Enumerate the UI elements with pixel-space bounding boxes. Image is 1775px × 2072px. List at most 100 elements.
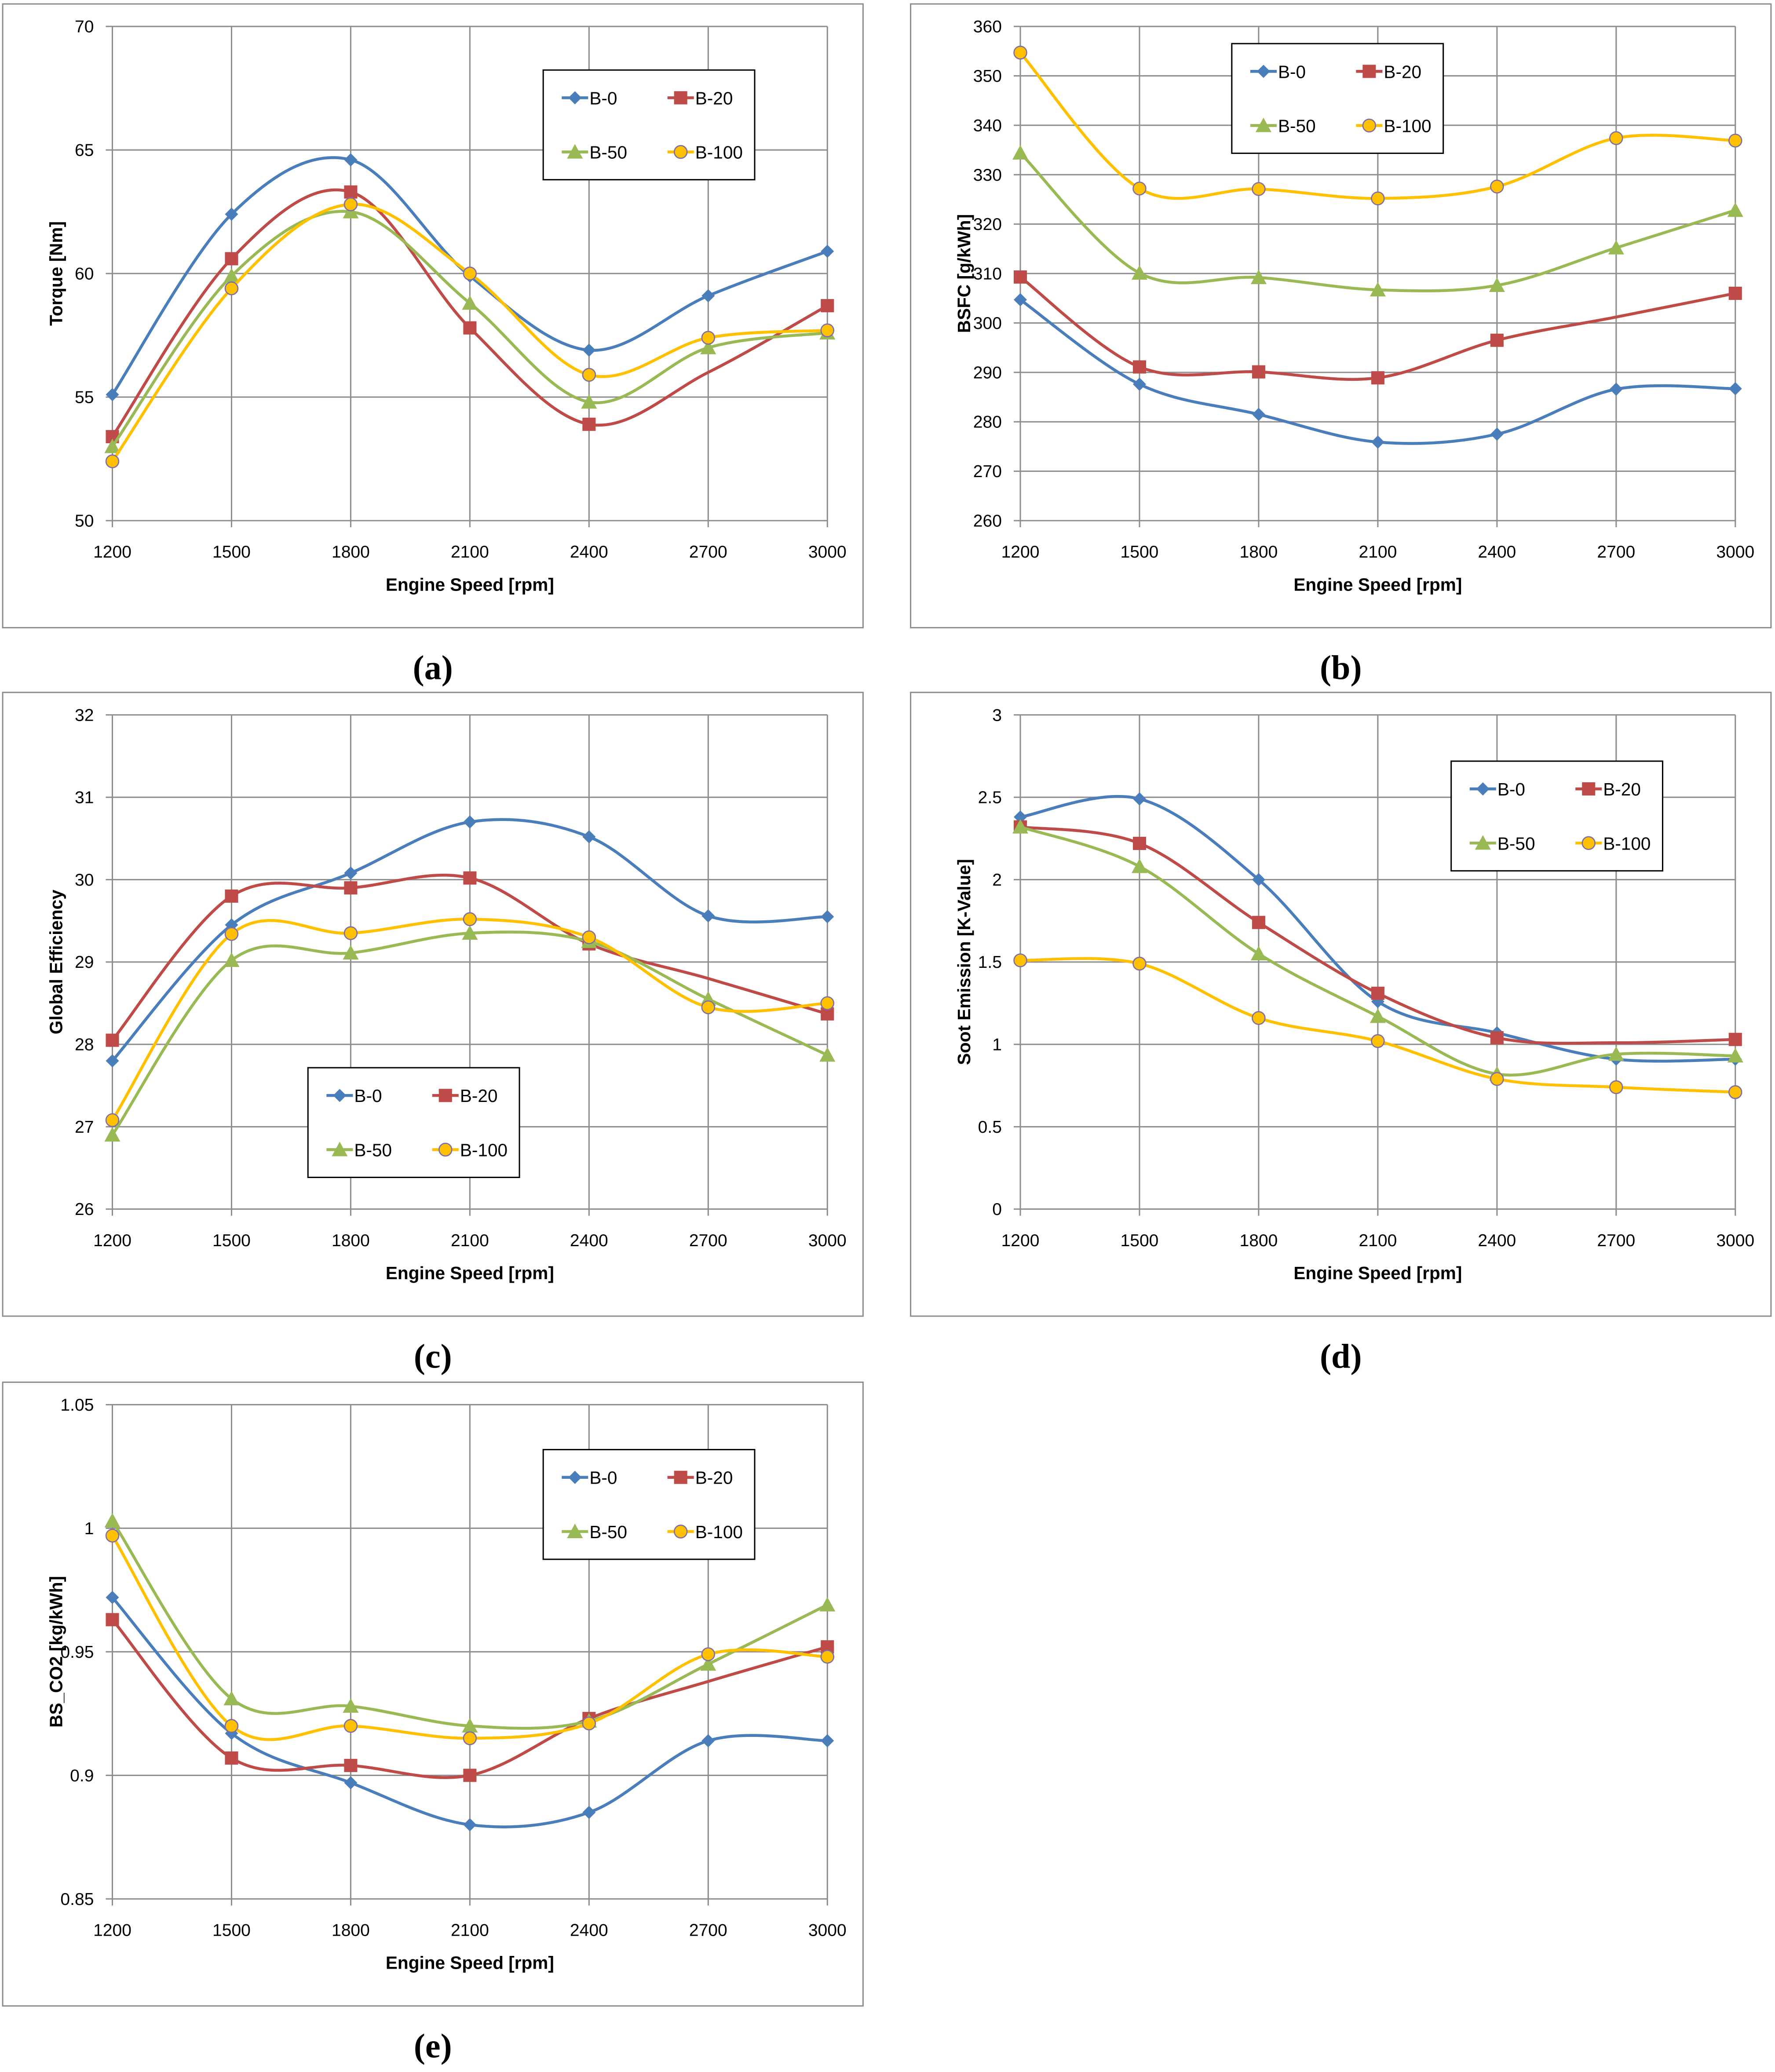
data-point	[821, 244, 834, 258]
data-point	[225, 1751, 238, 1765]
legend-marker	[567, 1523, 583, 1538]
data-point	[1252, 182, 1266, 196]
data-point	[344, 866, 358, 880]
y-tick-label: 1.05	[60, 1396, 94, 1415]
legend-item-B-100: B-100	[1356, 116, 1432, 136]
y-axis-label: Torque [Nm]	[46, 221, 66, 326]
x-tick-label: 1800	[1239, 1231, 1278, 1250]
data-point	[343, 197, 358, 212]
data-point	[820, 996, 835, 1010]
data-point	[344, 1758, 358, 1772]
legend-marker	[1362, 65, 1376, 78]
x-tick-label: 2100	[1359, 543, 1397, 562]
series-line	[111, 203, 828, 463]
y-tick-label: 300	[973, 314, 1002, 333]
data-point	[581, 394, 597, 409]
y-axis-label: Soot Emission [K-Value]	[954, 859, 974, 1065]
legend-marker	[1475, 835, 1491, 850]
y-tick-label: 1.5	[978, 953, 1002, 972]
y-tick-label: 26	[75, 1200, 94, 1219]
legend-marker	[674, 1470, 687, 1484]
y-tick-label: 0.85	[60, 1890, 94, 1909]
legend-label: B-50	[1278, 116, 1316, 136]
data-point	[1013, 270, 1027, 284]
data-point	[224, 927, 239, 941]
x-tick-label: 2400	[570, 1921, 608, 1940]
series-B-100	[1013, 45, 1742, 205]
legend-marker	[1362, 118, 1377, 133]
panel-caption: (a)	[413, 649, 453, 687]
x-tick-label: 2700	[689, 543, 727, 562]
x-tick-label: 1200	[93, 1921, 131, 1940]
x-axis-label: Engine Speed [rpm]	[386, 574, 554, 595]
x-tick-label: 1800	[332, 1231, 370, 1250]
legend: B-0 B-20 B-50 B-100	[1231, 43, 1444, 154]
y-tick-label: 50	[75, 512, 94, 531]
y-tick-label: 27	[75, 1118, 94, 1137]
x-tick-label: 1500	[212, 1231, 251, 1250]
legend-label: B-20	[1603, 779, 1641, 799]
legend-item-B-100: B-100	[432, 1140, 508, 1160]
x-tick-label: 3000	[1716, 543, 1754, 562]
data-point	[820, 323, 835, 338]
data-point	[1728, 133, 1742, 148]
x-tick-label: 1500	[1121, 1231, 1159, 1250]
legend-item-B-0: B-0	[1250, 62, 1306, 82]
x-axis-label: Engine Speed [rpm]	[1293, 1263, 1462, 1283]
series-B-100	[105, 912, 835, 1127]
data-point	[225, 208, 238, 221]
legend-label: B-20	[460, 1086, 498, 1106]
legend-label: B-50	[589, 1522, 627, 1542]
data-point	[225, 252, 238, 266]
x-tick-label: 2400	[1478, 1231, 1516, 1250]
data-point	[462, 925, 478, 940]
y-tick-label: 1	[84, 1519, 94, 1538]
data-point	[223, 1691, 240, 1706]
legend-label: B-20	[695, 1468, 733, 1488]
data-point	[1013, 45, 1027, 60]
data-point	[582, 930, 596, 945]
legend-item-B-50: B-50	[562, 1522, 627, 1542]
y-tick-label: 350	[973, 67, 1002, 86]
data-point	[1250, 270, 1267, 285]
series-line	[111, 873, 828, 1041]
data-point	[463, 871, 477, 885]
y-tick-label: 0	[992, 1200, 1002, 1219]
data-point	[1370, 1008, 1386, 1023]
data-point	[700, 1656, 716, 1671]
y-tick-label: 0.9	[70, 1766, 94, 1785]
legend-marker	[1256, 65, 1270, 78]
data-point	[701, 909, 715, 923]
legend-label: B-100	[695, 1522, 743, 1542]
x-tick-label: 1800	[332, 543, 370, 562]
y-tick-label: 29	[75, 953, 94, 972]
legend-item-B-20: B-20	[432, 1086, 498, 1106]
data-point	[463, 321, 477, 335]
x-tick-label: 2700	[689, 1921, 727, 1940]
x-tick-label: 2700	[1597, 1231, 1635, 1250]
data-point	[1608, 1046, 1624, 1061]
data-point	[463, 266, 477, 281]
data-point	[1250, 945, 1267, 961]
legend: B-0 B-20 B-50 B-100	[542, 69, 756, 181]
data-point	[701, 1734, 715, 1747]
data-point	[344, 1776, 358, 1790]
data-point	[701, 1000, 716, 1014]
legend-item-B-50: B-50	[1469, 833, 1535, 854]
legend-marker	[1255, 117, 1271, 132]
series-B-50	[104, 925, 836, 1142]
x-tick-label: 3000	[1716, 1231, 1754, 1250]
series-B-20	[1013, 820, 1742, 1046]
data-point	[1252, 365, 1265, 379]
y-tick-label: 70	[75, 18, 94, 36]
legend-item-B-20: B-20	[667, 88, 733, 108]
data-point	[582, 368, 596, 382]
data-point	[343, 926, 358, 940]
data-point	[344, 185, 358, 199]
legend-box	[542, 69, 756, 181]
data-point	[1727, 1048, 1743, 1063]
x-tick-label: 2100	[451, 543, 489, 562]
data-point	[1728, 1032, 1742, 1046]
legend: B-0 B-20 B-50 B-100	[542, 1449, 756, 1560]
legend-item-B-20: B-20	[1575, 779, 1641, 799]
